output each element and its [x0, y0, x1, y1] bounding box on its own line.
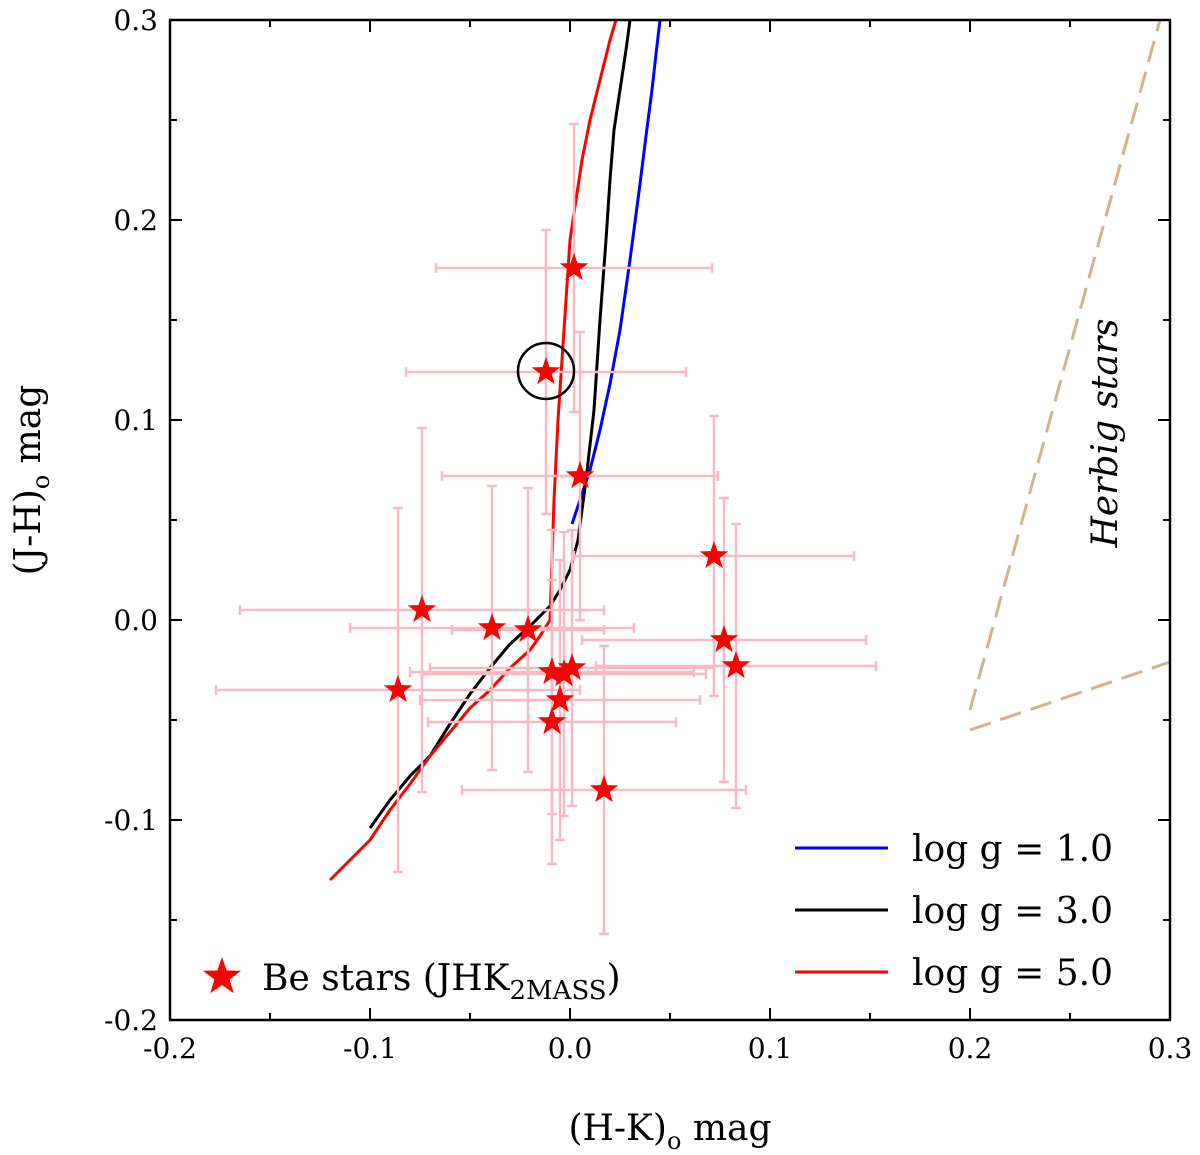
y-axis-label: (J-H)o mag [8, 385, 55, 576]
x-tick-label: 0.0 [548, 1032, 593, 1065]
be-star-point [407, 595, 437, 623]
be-star-point [559, 253, 589, 281]
be-star-point [589, 775, 619, 803]
y-tick-label: 0.2 [113, 204, 158, 237]
legend-label-logg-3: log g = 3.0 [912, 891, 1113, 932]
axis-ticks: -0.2 -0.1 0.0 0.1 0.2 0.3 -0.2 -0.1 0.0 0.1 0.2 0.3 [104, 4, 1192, 1065]
herbig-region [968, 19, 1171, 732]
be-star-point [721, 651, 751, 679]
model-curves [328, 19, 662, 882]
legend-star-icon [203, 957, 241, 994]
plot-frame [168, 18, 1172, 1022]
error-bars [214, 122, 878, 936]
herbig-label: Herbig stars [1085, 318, 1126, 548]
be-star-point [699, 541, 729, 569]
y-tick-label: 0.0 [113, 604, 158, 637]
x-tick-label: 0.2 [948, 1032, 993, 1065]
y-tick-label: -0.2 [104, 1004, 158, 1037]
be-star-point [537, 707, 567, 735]
x-tick-label: -0.1 [343, 1032, 397, 1065]
be-star-point [477, 613, 507, 641]
be-star-point [565, 461, 595, 489]
x-axis-label: (H-K)o mag [568, 1108, 771, 1155]
y-tick-label: -0.1 [104, 804, 158, 837]
be-star-point [513, 615, 543, 643]
plot-border [168, 18, 1172, 1022]
legend-label-logg-1: log g = 1.0 [912, 829, 1113, 870]
be-star-point [531, 357, 561, 385]
x-tick-label: 0.1 [748, 1032, 793, 1065]
y-tick-label: 0.3 [113, 4, 158, 37]
be-star-points [383, 253, 751, 803]
curve-logg-3 [368, 19, 632, 829]
x-tick-label: 0.3 [1148, 1032, 1193, 1065]
y-tick-label: 0.1 [113, 404, 158, 437]
be-star-point [545, 685, 575, 713]
legend: log g = 1.0 log g = 3.0 log g = 5.0 Be s… [203, 829, 1113, 1006]
legend-label-logg-5: log g = 5.0 [912, 953, 1113, 994]
x-tick-label: -0.2 [143, 1032, 197, 1065]
highlight-circle [516, 341, 576, 401]
herbig-line [969, 660, 1171, 732]
be-star-point [549, 659, 579, 687]
be-star-point [557, 653, 587, 681]
be-star-point [383, 675, 413, 703]
herbig-line [968, 19, 1162, 711]
legend-label-be-stars: Be stars (JHK2MASS) [262, 958, 621, 1006]
be-star-point [709, 625, 739, 653]
curve-logg-1 [570, 19, 662, 525]
